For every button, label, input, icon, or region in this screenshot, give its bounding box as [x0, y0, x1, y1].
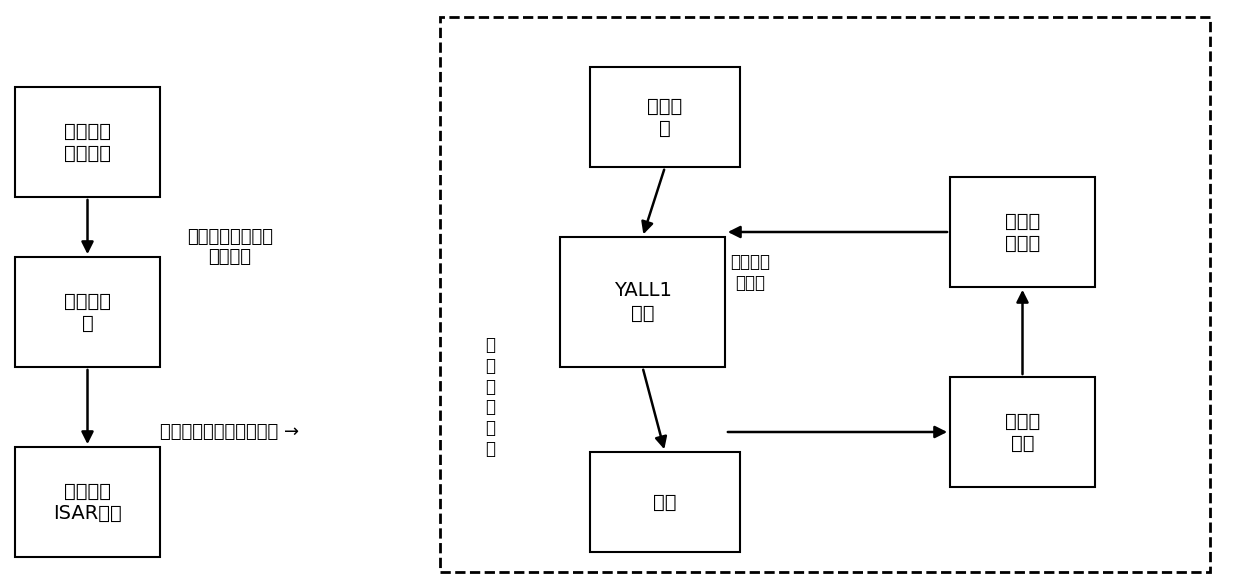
FancyBboxPatch shape — [560, 237, 725, 367]
Text: 结束: 结束 — [653, 492, 677, 511]
Text: 寻找支
撑集: 寻找支 撑集 — [1004, 411, 1040, 453]
FancyBboxPatch shape — [590, 67, 740, 167]
Text: 一维距离
像: 一维距离 像 — [64, 292, 112, 332]
Text: 改进的加权压缩感知重构 →: 改进的加权压缩感知重构 → — [160, 423, 300, 441]
FancyBboxPatch shape — [590, 452, 740, 552]
FancyBboxPatch shape — [15, 257, 160, 367]
FancyBboxPatch shape — [15, 447, 160, 557]
Text: 目标稀疏
回波数据: 目标稀疏 回波数据 — [64, 122, 112, 163]
Text: 设置初
值: 设置初 值 — [647, 96, 683, 137]
FancyBboxPatch shape — [950, 177, 1095, 287]
Text: 目标二维
ISAR图像: 目标二维 ISAR图像 — [53, 481, 122, 522]
Text: YALL1
求解: YALL1 求解 — [614, 282, 671, 322]
FancyBboxPatch shape — [15, 87, 160, 197]
Text: 解线频调脉冲压缩
运动补偿: 解线频调脉冲压缩 运动补偿 — [187, 228, 273, 266]
Text: 未达到精
度要求: 未达到精 度要求 — [730, 253, 770, 292]
Text: 达
到
精
度
要
求: 达 到 精 度 要 求 — [485, 336, 495, 458]
Text: 更新加
权系数: 更新加 权系数 — [1004, 211, 1040, 252]
FancyBboxPatch shape — [950, 377, 1095, 487]
